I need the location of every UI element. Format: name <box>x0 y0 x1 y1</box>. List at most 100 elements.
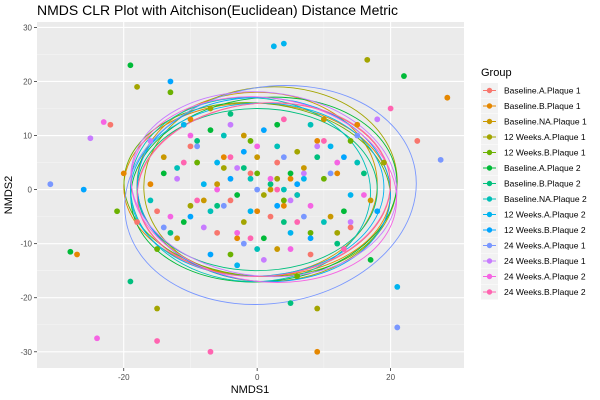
data-point <box>147 197 154 204</box>
legend-key-point <box>486 149 493 156</box>
data-point <box>167 89 174 96</box>
data-point <box>180 121 187 128</box>
data-point <box>287 175 294 182</box>
data-point <box>194 197 201 204</box>
legend-key-point <box>486 196 493 202</box>
data-point <box>280 202 287 209</box>
data-point <box>341 154 347 161</box>
data-point <box>227 175 234 182</box>
data-point <box>320 219 327 225</box>
legend-key-point <box>486 87 493 94</box>
legend-key-point <box>486 258 493 264</box>
data-point <box>200 224 207 231</box>
data-point <box>134 219 140 225</box>
data-point <box>341 246 347 252</box>
data-point <box>214 186 221 193</box>
data-point <box>220 165 227 171</box>
legend-label: 24 Weeks.B.Plaque 1 <box>504 256 586 266</box>
data-point <box>341 208 347 215</box>
data-point <box>247 175 254 182</box>
chart-title: NMDS CLR Plot with Aitchison(Euclidean) … <box>37 2 398 18</box>
data-point <box>280 197 287 204</box>
data-point <box>147 138 154 144</box>
legend-item: 12 Weeks.A.Plaque 1 <box>481 129 586 145</box>
data-point <box>274 246 281 252</box>
data-point <box>154 208 160 215</box>
data-point <box>267 186 274 193</box>
data-point <box>294 181 301 188</box>
legend-item: 24 Weeks.B.Plaque 1 <box>481 253 586 269</box>
data-point <box>234 165 241 171</box>
data-point <box>444 94 451 101</box>
legend-key-point <box>486 165 493 171</box>
y-tick-label: -20 <box>20 294 32 303</box>
legend: Group Baseline.A.Plaque 1 Baseline.B.Plaq… <box>481 67 587 300</box>
data-point <box>280 40 287 47</box>
y-tick-label: 10 <box>23 132 32 141</box>
data-point <box>367 197 374 204</box>
data-point <box>347 192 354 198</box>
data-point <box>260 127 267 134</box>
data-point <box>307 251 314 258</box>
data-point <box>274 175 281 182</box>
data-point <box>200 181 207 188</box>
data-point <box>227 197 234 204</box>
data-point <box>247 138 254 144</box>
data-point <box>364 56 371 63</box>
legend-item: Baseline.NA.Plaque 2 <box>481 191 587 207</box>
data-point <box>280 116 287 123</box>
legend-key-point <box>486 103 493 109</box>
data-point <box>361 170 367 177</box>
data-point <box>187 213 194 220</box>
legend-key-point <box>486 211 493 218</box>
data-point <box>274 159 281 166</box>
data-point <box>437 156 444 163</box>
x-tick-label: 20 <box>386 373 395 382</box>
data-point <box>334 170 341 177</box>
data-point <box>334 159 341 166</box>
grid-major <box>37 22 464 368</box>
data-point <box>260 235 267 242</box>
data-point <box>267 213 274 220</box>
data-point <box>127 278 134 285</box>
legend-label: 12 Weeks.B.Plaque 1 <box>504 148 586 158</box>
data-point <box>180 219 187 225</box>
data-point <box>167 78 174 85</box>
data-point <box>287 170 294 177</box>
legend-label: 12 Weeks.A.Plaque 1 <box>504 132 586 142</box>
data-point <box>187 202 194 209</box>
legend-item: Baseline.B.Plaque 2 <box>481 176 581 191</box>
data-point <box>234 192 241 198</box>
data-point <box>80 186 87 193</box>
data-point <box>240 165 247 171</box>
data-point <box>174 235 181 242</box>
data-point <box>347 224 354 231</box>
x-axis-ticks: -20 0 20 <box>118 368 396 382</box>
data-point <box>247 235 254 242</box>
data-point <box>214 181 221 188</box>
legend-key-point <box>486 180 493 187</box>
data-point <box>207 105 214 112</box>
data-point <box>260 256 267 263</box>
y-axis-label: NMDS2 <box>3 176 15 215</box>
data-point <box>254 246 261 252</box>
legend-label: 24 Weeks.A.Plaque 2 <box>504 272 586 282</box>
legend-key-point <box>486 134 493 140</box>
data-point <box>327 143 334 150</box>
data-point <box>287 246 294 252</box>
legend-label: Baseline.NA.Plaque 2 <box>504 194 587 204</box>
data-point <box>254 208 261 215</box>
data-point <box>240 132 247 139</box>
data-point <box>227 121 234 128</box>
y-tick-label: 20 <box>23 77 32 86</box>
legend-label: Baseline.A.Plaque 1 <box>504 86 581 96</box>
data-point <box>160 154 167 161</box>
data-point <box>127 62 134 69</box>
data-point <box>361 192 367 198</box>
data-point <box>280 186 287 193</box>
data-point <box>347 138 354 144</box>
data-point <box>87 135 94 142</box>
legend-label: Baseline.B.Plaque 2 <box>504 179 581 189</box>
data-point <box>247 170 254 177</box>
legend-item: 12 Weeks.A.Plaque 2 <box>481 207 586 222</box>
